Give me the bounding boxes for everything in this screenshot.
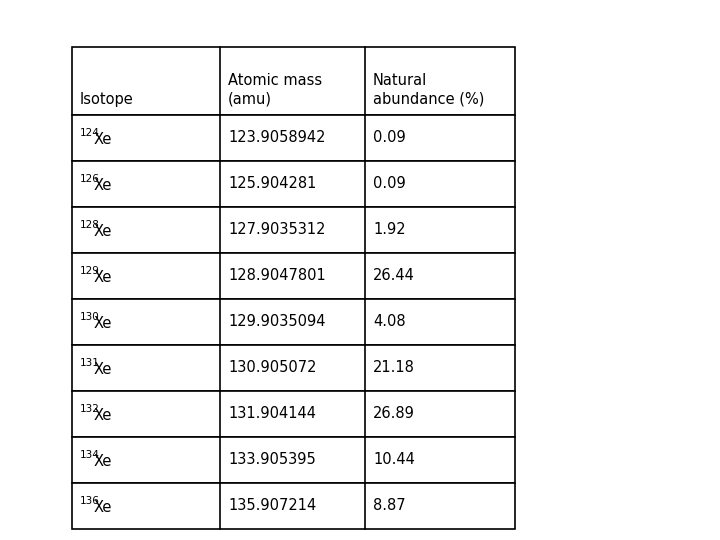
- Text: 136: 136: [80, 496, 100, 506]
- Text: 130.905072: 130.905072: [228, 361, 317, 375]
- Text: 128: 128: [80, 220, 100, 230]
- Bar: [72, 483, 515, 529]
- Text: 133.905395: 133.905395: [228, 453, 316, 468]
- Text: 0.09: 0.09: [373, 131, 406, 145]
- Bar: [72, 437, 515, 483]
- Text: 128.9047801: 128.9047801: [228, 268, 325, 284]
- Text: 4.08: 4.08: [373, 314, 405, 329]
- Text: Xe: Xe: [94, 362, 112, 377]
- Text: 135.907214: 135.907214: [228, 498, 316, 514]
- Text: 26.89: 26.89: [373, 407, 415, 422]
- Text: Atomic mass
(amu): Atomic mass (amu): [228, 73, 322, 107]
- Text: Xe: Xe: [94, 225, 112, 240]
- Text: 0.09: 0.09: [373, 177, 406, 192]
- Text: 8.87: 8.87: [373, 498, 405, 514]
- Text: 130: 130: [80, 312, 100, 322]
- Text: Xe: Xe: [94, 501, 112, 516]
- Bar: [72, 253, 515, 299]
- Text: Xe: Xe: [94, 455, 112, 469]
- Text: 129.9035094: 129.9035094: [228, 314, 325, 329]
- Bar: [72, 299, 515, 345]
- Text: 123.9058942: 123.9058942: [228, 131, 325, 145]
- Text: 21.18: 21.18: [373, 361, 415, 375]
- Text: Isotope: Isotope: [80, 92, 134, 107]
- Text: 129: 129: [80, 266, 100, 276]
- Text: Xe: Xe: [94, 179, 112, 193]
- Bar: [72, 115, 515, 161]
- Text: 126: 126: [80, 174, 100, 184]
- Text: Xe: Xe: [94, 316, 112, 332]
- Text: 127.9035312: 127.9035312: [228, 222, 325, 238]
- Bar: [72, 47, 515, 115]
- Text: Natural
abundance (%): Natural abundance (%): [373, 73, 485, 107]
- Bar: [72, 161, 515, 207]
- Text: 132: 132: [80, 404, 100, 414]
- Text: 131.904144: 131.904144: [228, 407, 316, 422]
- Text: 10.44: 10.44: [373, 453, 415, 468]
- Bar: [72, 391, 515, 437]
- Text: Xe: Xe: [94, 132, 112, 147]
- Text: 125.904281: 125.904281: [228, 177, 316, 192]
- Bar: [72, 345, 515, 391]
- Text: Xe: Xe: [94, 271, 112, 286]
- Text: 124: 124: [80, 128, 100, 138]
- Text: 134: 134: [80, 450, 100, 460]
- Text: 1.92: 1.92: [373, 222, 405, 238]
- Bar: [72, 207, 515, 253]
- Text: 26.44: 26.44: [373, 268, 415, 284]
- Text: Xe: Xe: [94, 408, 112, 423]
- Text: 131: 131: [80, 358, 100, 368]
